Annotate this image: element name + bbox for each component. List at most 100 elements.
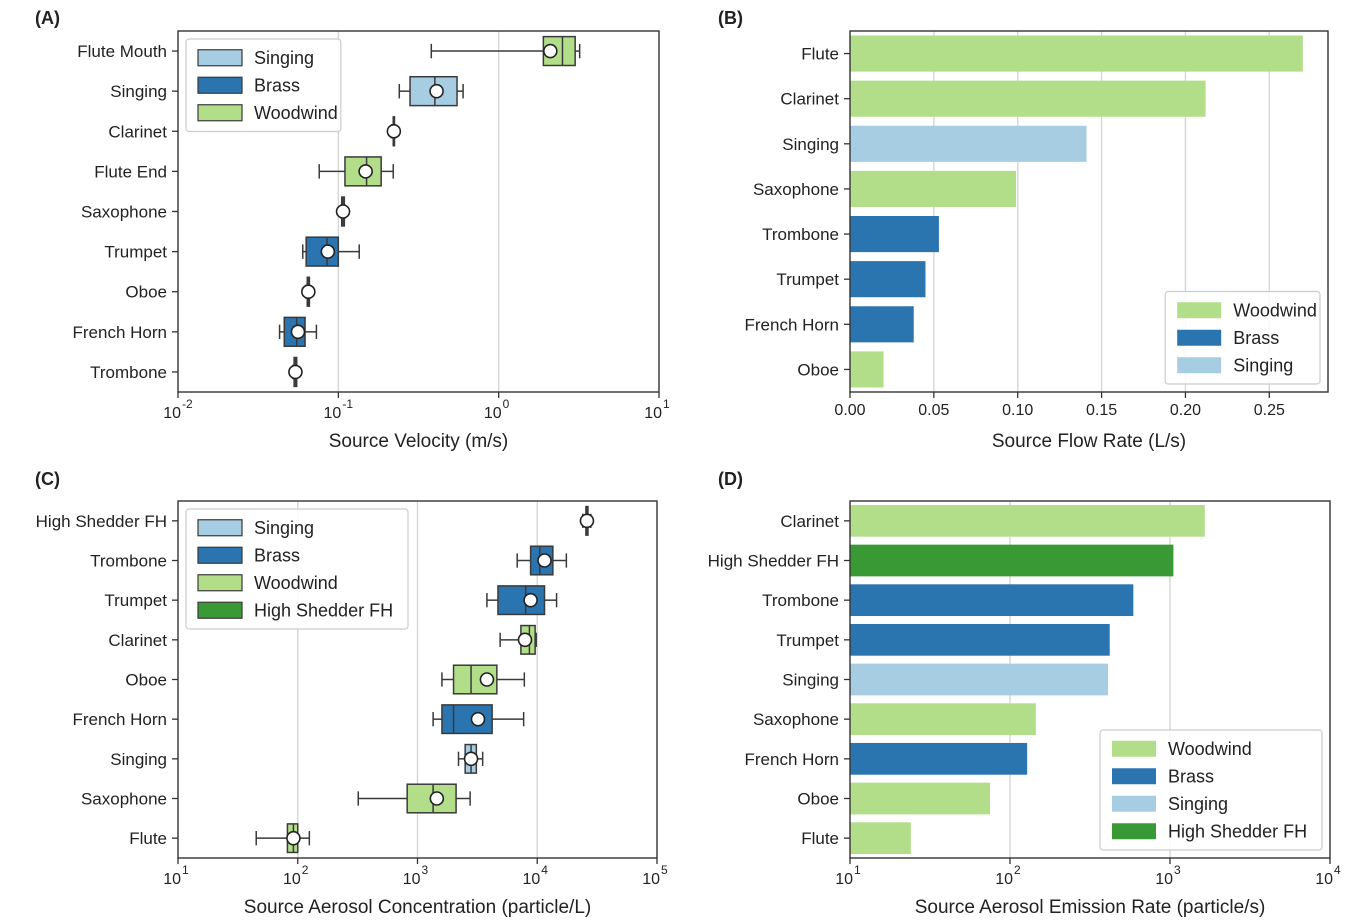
- xtick-label: 104: [522, 863, 548, 888]
- bar-french-horn: [850, 306, 914, 343]
- xtick-label: 102: [283, 863, 309, 888]
- category-label: French Horn: [73, 710, 167, 729]
- bar-flute: [850, 35, 1303, 72]
- category-label: Trumpet: [776, 631, 839, 650]
- legend: Singing Brass Woodwind High Shedder FH: [185, 508, 409, 630]
- category-label: Clarinet: [108, 631, 167, 650]
- xtick-label: 101: [835, 863, 861, 888]
- legend-label: Brass: [1168, 766, 1214, 786]
- panel-label: (A): [35, 8, 60, 28]
- box-mean-marker: [429, 83, 444, 99]
- box-flute: [255, 823, 311, 854]
- xtick-exponent: 4: [541, 863, 548, 877]
- legend-swatch: [1112, 823, 1156, 840]
- xtick-label: 10-2: [163, 397, 193, 422]
- xtick-label: 105: [642, 863, 668, 888]
- xtick-exponent: 1: [854, 863, 861, 877]
- panel-2: (B) Flute Clarinet Singing Saxophone Trombone…: [718, 8, 1329, 452]
- category-label: Saxophone: [753, 180, 839, 199]
- xtick-exponent: -1: [342, 397, 353, 411]
- xtick-exponent: 2: [302, 863, 309, 877]
- category-label: Singing: [110, 750, 167, 769]
- legend-swatch: [197, 49, 243, 67]
- bar-french-horn: [850, 742, 1028, 775]
- box-mean-marker: [290, 324, 306, 340]
- legend-label: Singing: [254, 518, 314, 538]
- legend-swatch: [1112, 740, 1156, 757]
- xtick-exponent: 3: [1174, 863, 1181, 877]
- xtick-exponent: 1: [182, 863, 189, 877]
- xtick-label: 102: [995, 863, 1021, 888]
- box-trombone: [288, 356, 303, 388]
- legend-swatch: [1177, 329, 1222, 346]
- bar-oboe: [850, 782, 991, 815]
- box-oboe: [441, 664, 526, 695]
- category-label: Trombone: [90, 552, 167, 571]
- legend-label: Singing: [254, 48, 314, 68]
- legend-swatch: [1112, 795, 1156, 812]
- xtick-label: 0.25: [1254, 402, 1285, 419]
- category-label: Oboe: [797, 360, 839, 379]
- xtick-base: 10: [522, 871, 540, 888]
- xtick-base: 10: [642, 871, 660, 888]
- box-mean-marker: [286, 830, 301, 846]
- bar-saxophone: [850, 703, 1036, 736]
- box-mean-marker: [579, 513, 595, 529]
- box-mean-marker: [320, 244, 336, 259]
- xtick-label: 0.20: [1170, 402, 1201, 419]
- xtick-base: 10: [324, 405, 342, 422]
- legend-swatch: [1177, 357, 1222, 374]
- xtick-exponent: 1: [663, 397, 670, 411]
- bar-trombone: [850, 216, 939, 253]
- category-label: Trumpet: [776, 270, 839, 289]
- legend-swatch: [197, 76, 243, 94]
- category-label: French Horn: [745, 750, 839, 769]
- panel-label: (B): [718, 8, 743, 28]
- xtick-exponent: 3: [422, 863, 429, 877]
- category-label: Trumpet: [104, 243, 167, 262]
- box-flute-end: [318, 156, 394, 187]
- panel-label: (C): [35, 469, 60, 489]
- category-label: High Shedder FH: [708, 552, 839, 571]
- box-trumpet: [302, 236, 360, 267]
- legend-swatch: [1177, 302, 1222, 319]
- legend-box: [1099, 729, 1323, 851]
- box-trombone: [516, 545, 568, 576]
- xtick-exponent: 2: [1014, 863, 1021, 877]
- xtick-label: 0.00: [834, 402, 865, 419]
- xtick-label: 101: [163, 863, 189, 888]
- category-label: High Shedder FH: [36, 512, 167, 531]
- box-mean-marker: [301, 284, 316, 300]
- bar-trumpet: [850, 623, 1110, 656]
- xtick-base: 10: [403, 871, 421, 888]
- box-clarinet: [386, 116, 402, 147]
- box-mean-marker: [463, 751, 479, 767]
- xtick-base: 10: [1155, 871, 1173, 888]
- category-label: Clarinet: [780, 90, 839, 109]
- box-high-shedder-fh: [579, 505, 595, 536]
- xtick-exponent: 4: [1334, 863, 1341, 877]
- bar-trombone: [850, 584, 1134, 617]
- category-label: Singing: [782, 135, 839, 154]
- legend-label: Brass: [254, 545, 300, 565]
- category-label: Saxophone: [81, 203, 167, 222]
- xtick-base: 10: [484, 405, 502, 422]
- category-label: Clarinet: [780, 512, 839, 531]
- legend-swatch: [197, 546, 243, 564]
- box-mean-marker: [537, 553, 552, 568]
- box-mean-marker: [386, 123, 402, 139]
- box-oboe: [301, 276, 316, 307]
- xtick-base: 10: [995, 871, 1013, 888]
- xtick-base: 10: [163, 405, 181, 422]
- bar-singing: [850, 125, 1087, 162]
- legend-label: Woodwind: [254, 103, 338, 123]
- xtick-label: 104: [1315, 863, 1341, 888]
- bar-flute: [850, 822, 911, 855]
- xtick-base: 10: [163, 871, 181, 888]
- xtick-base: 10: [1315, 871, 1333, 888]
- category-label: Trombone: [762, 591, 839, 610]
- category-label: French Horn: [73, 323, 167, 342]
- legend-swatch: [197, 601, 243, 619]
- category-label: Flute: [129, 829, 167, 848]
- plot-frame: [849, 30, 1329, 393]
